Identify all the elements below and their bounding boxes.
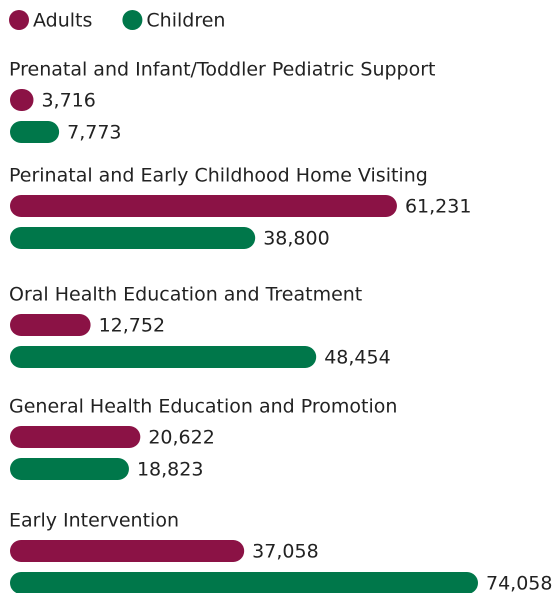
legend-label: Adults	[33, 10, 92, 32]
value-label: 18,823	[137, 459, 203, 481]
bar	[10, 227, 256, 249]
legend-label: Children	[146, 10, 225, 32]
value-label: 48,454	[324, 347, 390, 369]
value-label: 37,058	[252, 541, 318, 563]
bar	[10, 121, 60, 143]
value-label: 12,752	[99, 315, 165, 337]
value-label: 74,058	[486, 573, 552, 593]
bar	[10, 572, 478, 593]
category-label: Prenatal and Infant/Toddler Pediatric Su…	[9, 59, 436, 81]
bar	[10, 314, 91, 336]
value-label: 20,622	[148, 427, 214, 449]
value-label: 3,716	[41, 90, 95, 112]
bar	[10, 346, 317, 368]
value-label: 7,773	[67, 122, 121, 144]
bar	[10, 195, 397, 217]
bar	[10, 426, 141, 448]
value-label: 38,800	[263, 228, 329, 250]
value-label: 61,231	[405, 196, 471, 218]
bar	[10, 458, 129, 480]
category-label: Perinatal and Early Childhood Home Visit…	[9, 165, 428, 187]
category-label: Early Intervention	[9, 510, 179, 532]
legend-swatch	[122, 10, 143, 30]
legend-swatch	[9, 10, 29, 30]
category-label: General Health Education and Promotion	[9, 396, 397, 418]
bar	[10, 89, 34, 111]
category-label: Oral Health Education and Treatment	[9, 284, 362, 306]
bar	[10, 540, 245, 562]
